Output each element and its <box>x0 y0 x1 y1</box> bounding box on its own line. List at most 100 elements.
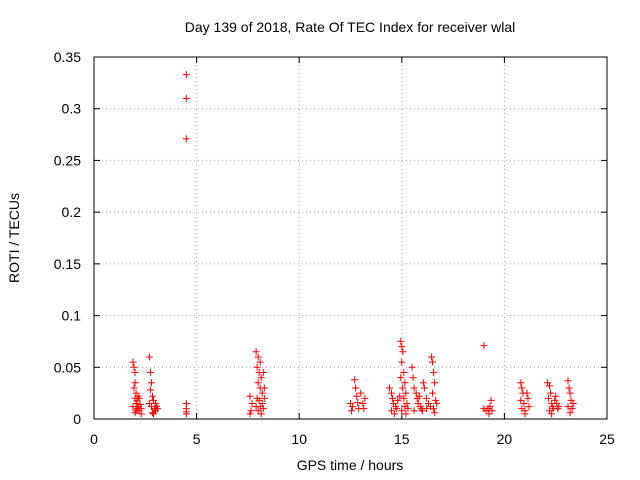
data-point <box>129 358 137 366</box>
data-point <box>394 396 402 404</box>
data-point <box>385 384 393 392</box>
data-point <box>402 410 410 418</box>
grid <box>94 57 607 419</box>
data-point <box>412 389 420 397</box>
data-point <box>396 392 404 400</box>
data-point <box>410 407 418 415</box>
data-point <box>354 398 362 406</box>
data-point <box>517 379 525 387</box>
data-point <box>131 368 139 376</box>
data-point <box>146 386 154 394</box>
data-point <box>399 384 407 392</box>
data-point <box>256 358 264 366</box>
data-point <box>569 399 577 407</box>
x-tick-label: 15 <box>394 431 410 447</box>
data-point <box>388 407 396 415</box>
data-point <box>389 394 397 402</box>
data-point <box>521 410 529 418</box>
data-point <box>357 389 365 397</box>
data-point <box>401 379 409 387</box>
data-point <box>254 407 262 415</box>
data-point <box>132 407 140 415</box>
data-point <box>422 405 430 413</box>
data-point <box>400 368 408 376</box>
data-point <box>246 410 254 418</box>
data-point <box>409 374 417 382</box>
data-point <box>146 368 154 376</box>
data-point <box>248 399 256 407</box>
data-point <box>397 374 405 382</box>
chart-title: Day 139 of 2018, Rate Of TEC Index for r… <box>185 19 515 35</box>
data-point <box>523 389 531 397</box>
data-point <box>547 389 555 397</box>
x-tick-label: 0 <box>90 431 98 447</box>
data-point <box>546 382 554 390</box>
data-point <box>402 389 410 397</box>
axis-ticks: 0 5 10 15 20 25 0 0.05 0.1 0.15 0.2 0.25 0.3 0.35 <box>54 49 615 447</box>
data-point <box>353 392 361 400</box>
y-tick-label: 0.35 <box>54 49 81 65</box>
data-point <box>545 394 553 402</box>
data-point <box>257 410 265 418</box>
data-point <box>518 384 526 392</box>
plot-frame <box>93 56 608 420</box>
data-point <box>431 379 439 387</box>
data-point <box>351 376 359 384</box>
data-point <box>565 384 573 392</box>
data-point <box>397 337 405 345</box>
data-point <box>552 392 560 400</box>
data-point <box>429 358 437 366</box>
data-point <box>415 392 423 400</box>
data-point <box>252 403 260 411</box>
data-point <box>388 389 396 397</box>
data-point <box>404 405 412 413</box>
data-point <box>430 405 438 413</box>
data-point <box>398 343 406 351</box>
data-point <box>548 410 556 418</box>
y-tick-label: 0 <box>73 411 81 427</box>
data-point <box>348 407 356 415</box>
data-point <box>252 348 260 356</box>
data-point <box>487 396 495 404</box>
data-point <box>488 407 496 415</box>
data-point <box>260 394 268 402</box>
data-point <box>430 368 438 376</box>
data-points <box>129 71 577 418</box>
data-point <box>135 394 143 402</box>
y-axis-label: ROTI / TECUs <box>6 193 22 283</box>
data-point <box>254 353 262 361</box>
x-tick-label: 10 <box>291 431 307 447</box>
x-tick-label: 20 <box>497 431 513 447</box>
data-point <box>129 403 137 411</box>
data-point <box>525 403 533 411</box>
data-point <box>148 409 156 417</box>
y-tick-label: 0.2 <box>62 204 82 220</box>
data-point <box>419 379 427 387</box>
data-point <box>247 407 255 415</box>
data-point <box>182 410 190 418</box>
data-point <box>259 368 267 376</box>
data-point <box>360 405 368 413</box>
data-point <box>420 384 428 392</box>
data-point <box>359 399 367 407</box>
data-point <box>246 392 254 400</box>
data-point <box>432 396 440 404</box>
data-point <box>253 363 261 371</box>
data-point <box>568 405 576 413</box>
data-point <box>257 374 265 382</box>
data-point <box>480 342 488 350</box>
data-point <box>418 407 426 415</box>
data-point <box>517 396 525 404</box>
data-point <box>136 401 144 409</box>
data-point <box>131 379 139 387</box>
data-point <box>145 353 153 361</box>
data-point <box>393 405 401 413</box>
data-point <box>486 403 494 411</box>
data-point <box>352 384 360 392</box>
x-tick-label: 5 <box>193 431 201 447</box>
data-point <box>150 410 158 418</box>
data-point <box>148 392 156 400</box>
data-point <box>422 394 430 402</box>
data-point <box>433 399 441 407</box>
